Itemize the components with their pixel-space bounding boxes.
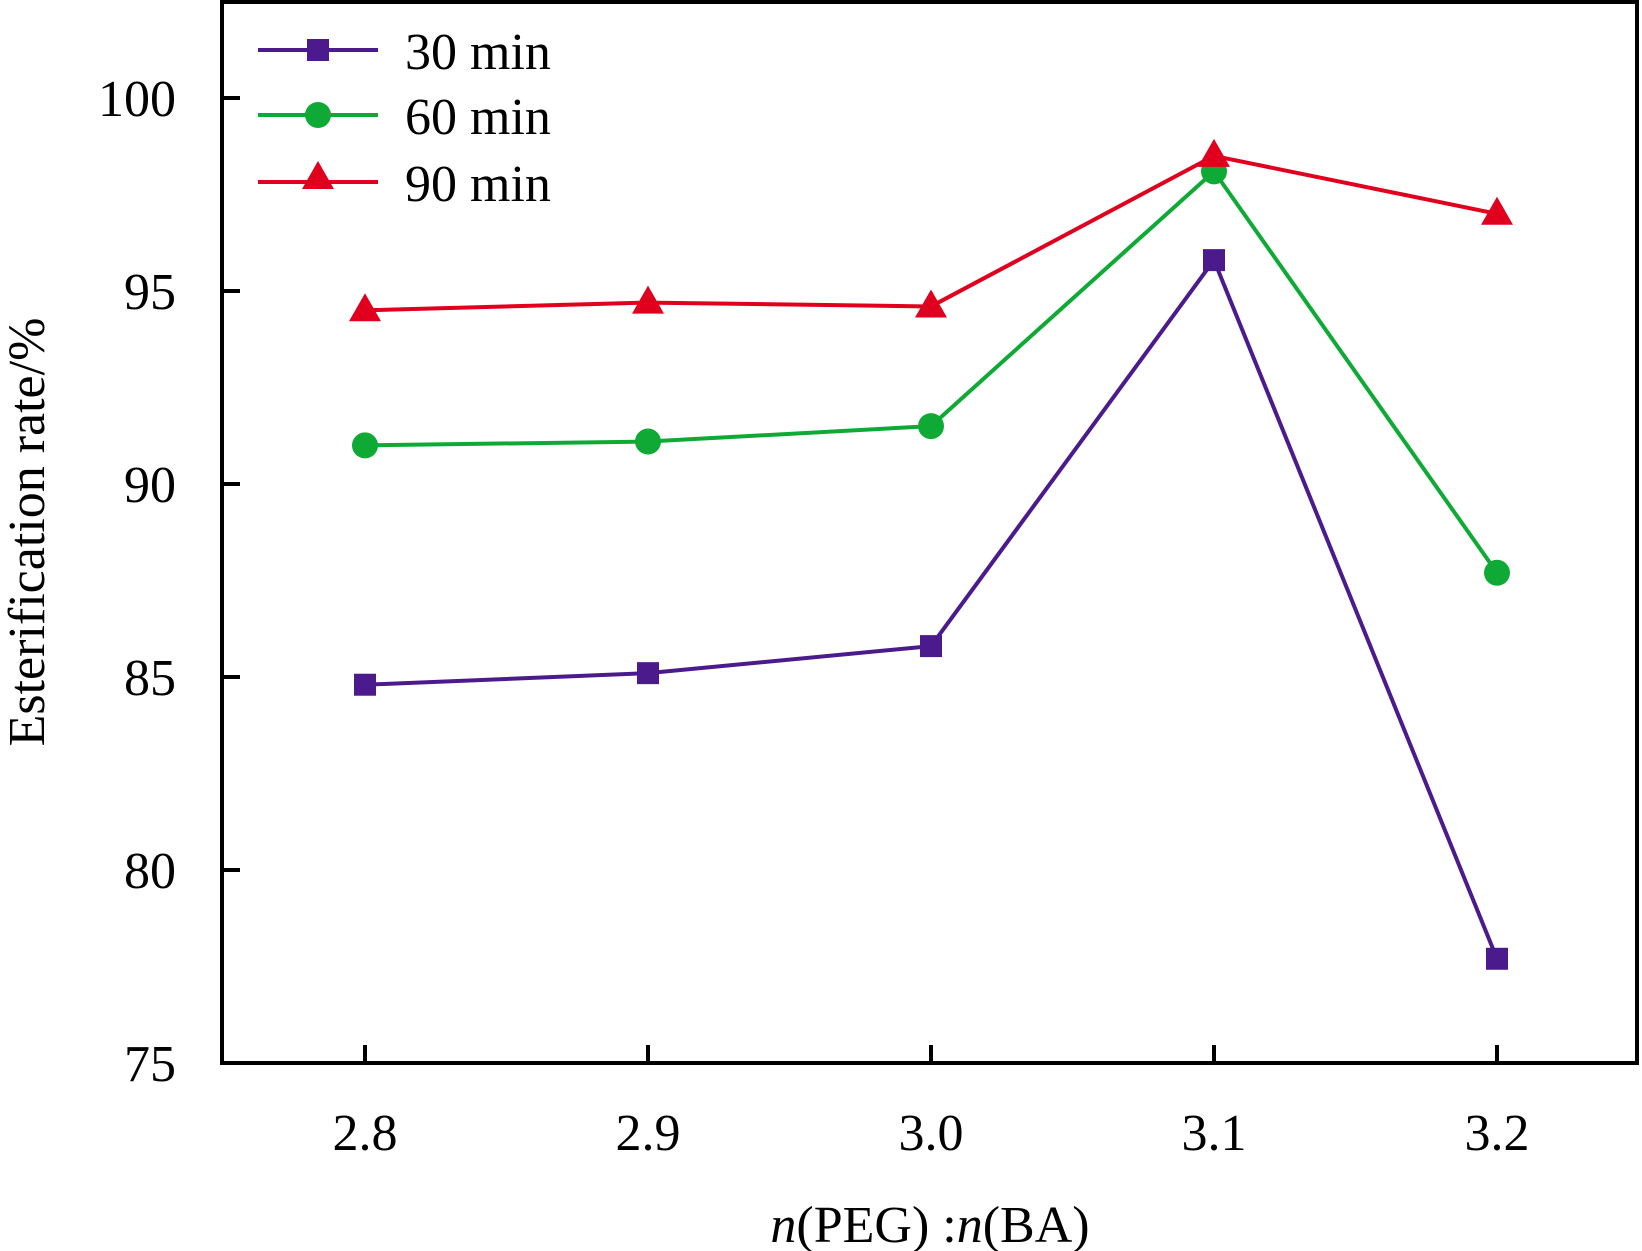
x-tick-label: 2.9 bbox=[616, 1105, 681, 1162]
y-axis-title: Esterification rate/% bbox=[0, 318, 56, 747]
legend: 30 min 60 min 90 min bbox=[258, 24, 551, 213]
x-axis-title: n(PEG) :n(BA) bbox=[770, 1197, 1089, 1251]
x-axis-title-ba: (BA) bbox=[983, 1197, 1090, 1251]
x-tick-label: 3.1 bbox=[1182, 1105, 1247, 1162]
legend-marker-square bbox=[307, 39, 329, 61]
data-point-circle bbox=[1484, 559, 1510, 586]
y-axis-ticks: 75 80 85 90 95 100 bbox=[98, 71, 240, 1093]
legend-label: 90 min bbox=[405, 156, 551, 213]
legend-marker-triangle bbox=[302, 161, 334, 189]
legend-item: 90 min bbox=[258, 156, 551, 213]
legend-marker-circle bbox=[305, 102, 331, 128]
legend-item: 60 min bbox=[258, 89, 551, 146]
y-tick-label: 95 bbox=[124, 264, 176, 321]
y-tick-label: 75 bbox=[124, 1036, 176, 1093]
series-90-min bbox=[349, 138, 1513, 322]
data-point-circle bbox=[352, 432, 378, 459]
series-line bbox=[364, 258, 1499, 960]
series-layer bbox=[349, 138, 1513, 970]
x-axis-title-n1: n bbox=[770, 1197, 796, 1251]
series-line bbox=[364, 169, 1499, 574]
data-point-triangle bbox=[1481, 196, 1513, 225]
x-tick-label: 3.2 bbox=[1465, 1105, 1530, 1162]
data-point-triangle bbox=[915, 289, 947, 318]
data-point-square bbox=[1203, 249, 1225, 272]
data-point-square bbox=[637, 662, 659, 685]
y-tick-label: 80 bbox=[124, 843, 176, 900]
y-tick-label: 90 bbox=[124, 457, 176, 514]
data-point-triangle bbox=[632, 285, 664, 314]
y-tick-label: 100 bbox=[98, 71, 176, 128]
series-30-min bbox=[354, 249, 1508, 970]
data-point-square bbox=[920, 635, 942, 658]
x-axis-title-peg: (PEG) : bbox=[796, 1197, 956, 1251]
legend-label: 60 min bbox=[405, 89, 551, 146]
y-tick-label: 85 bbox=[124, 650, 176, 707]
data-point-circle bbox=[635, 428, 661, 455]
data-point-square bbox=[354, 673, 376, 696]
legend-item: 30 min bbox=[258, 24, 551, 81]
data-point-square bbox=[1486, 947, 1508, 970]
data-point-triangle bbox=[349, 293, 381, 322]
x-tick-label: 3.0 bbox=[899, 1105, 964, 1162]
x-axis-ticks: 2.8 2.9 3.0 3.1 3.2 bbox=[333, 1045, 1530, 1162]
x-tick-label: 2.8 bbox=[333, 1105, 398, 1162]
x-axis-title-n2: n bbox=[957, 1197, 983, 1251]
data-point-circle bbox=[918, 413, 944, 440]
series-60-min bbox=[352, 158, 1510, 586]
legend-label: 30 min bbox=[405, 24, 551, 81]
data-point-triangle bbox=[1198, 138, 1230, 167]
